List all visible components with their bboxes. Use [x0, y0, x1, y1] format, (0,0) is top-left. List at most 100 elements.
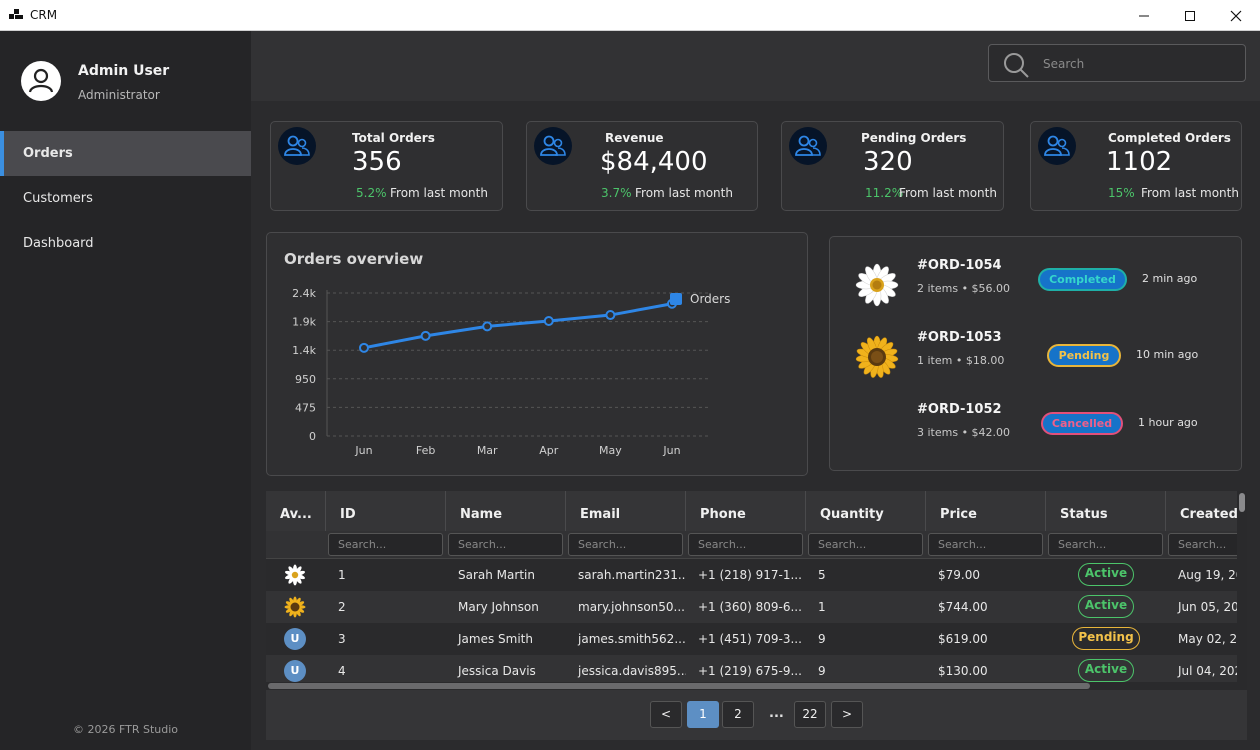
search-input[interactable] [1043, 54, 1233, 74]
order-time: 2 min ago [1142, 272, 1198, 285]
x-tick-label: Jun [662, 444, 680, 457]
close-button[interactable] [1213, 0, 1259, 31]
recent-orders-panel: #ORD-1054 2 items • $56.00 Completed 2 m… [829, 236, 1242, 471]
cell-name: Mary Johnson [458, 600, 539, 614]
maximize-button[interactable] [1167, 0, 1213, 31]
status-badge-pending: Pending [1072, 627, 1140, 650]
stat-change: 3.7% [601, 186, 632, 200]
filter-input-created-at[interactable] [1168, 533, 1247, 556]
column-header-email[interactable]: Email [566, 491, 686, 531]
table-row[interactable]: U 3 James Smith james.smith562... +1 (45… [266, 623, 1247, 655]
recent-order-item[interactable]: #ORD-1052 3 items • $42.00 Cancelled 1 h… [830, 402, 1243, 462]
cell-phone: +1 (360) 809-6... [698, 600, 802, 614]
stat-note: From last month [635, 186, 733, 200]
close-icon [1230, 10, 1242, 21]
order-meta: 2 items • $56.00 [917, 282, 1011, 295]
cell-email: sarah.martin231... [578, 568, 686, 582]
column-header-quantity[interactable]: Quantity [806, 491, 926, 531]
users-icon [278, 127, 316, 165]
column-header-id[interactable]: ID [326, 491, 446, 531]
status-badge-active: Active [1078, 659, 1134, 682]
series-line [363, 302, 673, 350]
page-button-1[interactable]: 1 [687, 701, 719, 728]
user-name: Admin User [78, 63, 170, 79]
page-ellipsis: ... [769, 706, 784, 721]
sidebar-item-customers[interactable]: Customers [0, 176, 251, 221]
recent-order-item[interactable]: #ORD-1053 1 item • $18.00 Pending 10 min… [830, 330, 1243, 390]
cell-name: Sarah Martin [458, 568, 535, 582]
column-header-status[interactable]: Status [1046, 491, 1166, 531]
table-header: Av... ID Name Email Phone Quantity Price… [266, 491, 1247, 531]
sidebar-item-orders[interactable]: Orders [0, 131, 251, 176]
next-page-button[interactable]: > [831, 701, 863, 728]
y-tick-label: 0 [309, 430, 316, 443]
column-header-avatar[interactable]: Av... [266, 491, 326, 531]
scrollbar-thumb[interactable] [268, 683, 1090, 689]
order-id: #ORD-1052 [917, 402, 1002, 417]
prev-page-button[interactable]: < [650, 701, 682, 728]
column-header-phone[interactable]: Phone [686, 491, 806, 531]
x-tick-label: Mar [477, 444, 498, 457]
x-tick-label: Feb [416, 444, 435, 457]
scrollbar-thumb[interactable] [1239, 493, 1245, 512]
data-point [605, 310, 616, 321]
stat-title: Total Orders [352, 131, 435, 145]
cell-email: mary.johnson50... [578, 600, 685, 614]
page-button-22[interactable]: 22 [794, 701, 826, 728]
minimize-icon [1139, 15, 1149, 16]
y-tick-label: 1.4k [292, 344, 316, 357]
filter-input-quantity[interactable] [808, 533, 923, 556]
cell-name: Jessica Davis [458, 664, 536, 678]
daisy-image-icon [855, 263, 899, 307]
recent-order-item[interactable]: #ORD-1054 2 items • $56.00 Completed 2 m… [830, 258, 1243, 318]
sidebar-item-dashboard[interactable]: Dashboard [0, 221, 251, 266]
user-role: Administrator [78, 88, 160, 102]
header [251, 31, 1260, 101]
table-row[interactable]: 2 Mary Johnson mary.johnson50... +1 (360… [266, 591, 1247, 623]
filter-input-id[interactable] [328, 533, 443, 556]
status-badge-pending: Pending [1047, 344, 1121, 367]
column-header-created-at[interactable]: CreatedAt [1180, 507, 1247, 522]
x-tick-label: May [599, 444, 622, 457]
filter-input-email[interactable] [568, 533, 683, 556]
table-vertical-scrollbar[interactable] [1237, 491, 1247, 682]
table-filter-row [266, 531, 1247, 559]
window-title: CRM [30, 8, 58, 22]
filter-input-name[interactable] [448, 533, 563, 556]
sidebar-item-label: Customers [23, 191, 93, 206]
status-badge-active: Active [1078, 563, 1134, 586]
table-row[interactable]: U 4 Jessica Davis jessica.davis895... +1… [266, 655, 1247, 687]
column-header-price[interactable]: Price [926, 491, 1046, 531]
sidebar: Admin User Administrator Orders Customer… [0, 31, 251, 750]
table-horizontal-scrollbar[interactable] [266, 682, 1247, 690]
cell-price: $619.00 [938, 632, 988, 646]
table-row[interactable]: 1 Sarah Martin sarah.martin231... +1 (21… [266, 559, 1247, 591]
status-badge-completed: Completed [1038, 268, 1127, 291]
minimize-button[interactable] [1121, 0, 1167, 31]
filter-input-status[interactable] [1048, 533, 1163, 556]
cell-created-at: May 02, 2025 [1178, 632, 1247, 646]
filter-input-phone[interactable] [688, 533, 803, 556]
filter-input-price[interactable] [928, 533, 1043, 556]
page-button-2[interactable]: 2 [722, 701, 754, 728]
search-box[interactable] [988, 44, 1246, 82]
stat-card-completed-orders: Completed Orders 1102 15% From last mont… [1030, 121, 1242, 211]
cell-quantity: 9 [818, 664, 826, 678]
title-bar: CRM [0, 0, 1260, 31]
pagination: < 1 2 ... 22 > [266, 690, 1247, 740]
sidebar-item-label: Dashboard [23, 236, 94, 251]
column-header-name[interactable]: Name [446, 491, 566, 531]
stat-value: 1102 [1106, 147, 1173, 177]
cell-phone: +1 (219) 675-9... [698, 664, 802, 678]
cell-price: $744.00 [938, 600, 988, 614]
y-tick-label: 2.4k [292, 287, 316, 300]
cell-email: jessica.davis895... [578, 664, 686, 678]
status-badge-cancelled: Cancelled [1041, 412, 1123, 435]
stat-value: 356 [352, 147, 402, 177]
search-icon [1004, 53, 1029, 78]
user-avatar-icon[interactable] [21, 61, 61, 101]
user-initial-avatar: U [284, 628, 306, 650]
x-tick-label: Apr [539, 444, 559, 457]
maximize-icon [1185, 10, 1195, 21]
cell-id: 2 [338, 600, 346, 614]
